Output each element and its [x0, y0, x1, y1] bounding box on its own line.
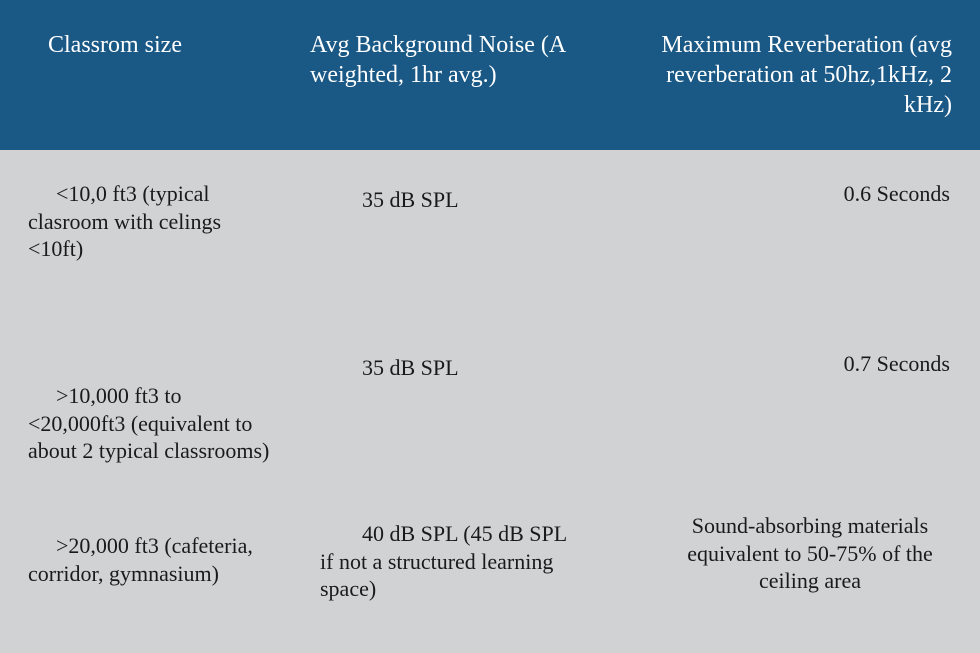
cell-size: >20,000 ft3 (cafeteria, corridor, gymnas… — [0, 490, 300, 653]
acoustics-table: Classrom size Avg Background Noise (A we… — [0, 0, 980, 653]
table-row: >10,000 ft3 to <20,000ft3 (equivalent to… — [0, 320, 980, 490]
col-header-noise: Avg Background Noise (A weighted, 1hr av… — [300, 0, 630, 150]
cell-reverb: 0.6 Seconds — [630, 150, 980, 320]
col-header-reverb: Maximum Reverberation (avg reverberation… — [630, 0, 980, 150]
cell-reverb: Sound-absorbing materials equivalent to … — [630, 490, 980, 653]
table-row: >20,000 ft3 (cafeteria, corridor, gymnas… — [0, 490, 980, 653]
cell-noise: 40 dB SPL (45 dB SPL if not a structured… — [300, 490, 630, 653]
cell-size: >10,000 ft3 to <20,000ft3 (equivalent to… — [0, 320, 300, 490]
cell-noise: 35 dB SPL — [300, 320, 630, 490]
cell-noise: 35 dB SPL — [300, 150, 630, 320]
cell-reverb: 0.7 Seconds — [630, 320, 980, 490]
col-header-size: Classrom size — [0, 0, 300, 150]
cell-size: <10,0 ft3 (typical clasroom with celings… — [0, 150, 300, 320]
table-header-row: Classrom size Avg Background Noise (A we… — [0, 0, 980, 150]
table-row: <10,0 ft3 (typical clasroom with celings… — [0, 150, 980, 320]
table-body: <10,0 ft3 (typical clasroom with celings… — [0, 150, 980, 653]
